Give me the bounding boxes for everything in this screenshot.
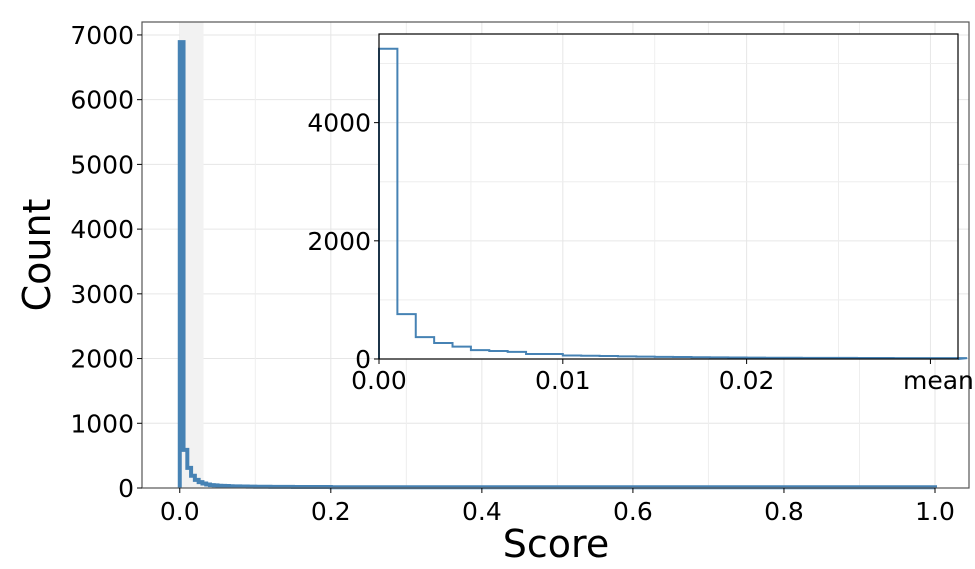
inset-background <box>379 34 958 359</box>
y-tick-label: 4000 <box>70 215 134 244</box>
y-tick-label: 0 <box>118 474 134 503</box>
y-axis-label: Count <box>15 199 59 312</box>
inset-axes: 0.00 0.01 0.02 mean 0 2000 4000 <box>307 33 974 395</box>
x-tick-label: 1.0 <box>915 497 955 526</box>
axes-frame <box>141 21 970 489</box>
y-tick-label: 2000 <box>70 345 134 374</box>
main-axes: 0.0 0.2 0.4 0.6 0.8 1.0 0 1000 2000 3000 4000 5000 6… <box>70 21 970 526</box>
y-tick-label: 1000 <box>70 409 134 438</box>
x-tick-label: 0.0 <box>160 497 200 526</box>
y-tick-label: 6000 <box>70 86 134 115</box>
highlight-band <box>179 22 204 488</box>
y-tick-label: 0 <box>355 345 371 374</box>
x-tick-label: 0.01 <box>535 366 591 395</box>
x-tick-label: 0.02 <box>719 366 775 395</box>
y-tick-label: 7000 <box>70 21 134 50</box>
histogram-step-line <box>378 47 968 360</box>
axes-frame <box>378 33 959 360</box>
x-tick-label: 0.4 <box>462 497 502 526</box>
x-tick-label: 0.8 <box>764 497 804 526</box>
y-tick-label: 2000 <box>307 227 371 256</box>
inset-plot: 0.00 0.01 0.02 mean 0 2000 4000 <box>307 33 974 395</box>
x-tick-label: 0.00 <box>351 366 407 395</box>
inset-histogram <box>378 47 968 360</box>
main-histogram <box>177 40 938 490</box>
inset-gridlines <box>378 34 958 360</box>
y-tick-label: 4000 <box>307 109 371 138</box>
y-tick-label: 3000 <box>70 280 134 309</box>
x-axis-label: Score <box>503 522 609 565</box>
x-tick-label: 0.2 <box>311 497 351 526</box>
histogram-step-line <box>177 40 938 490</box>
main-shaded-region <box>179 22 204 488</box>
x-tick-label: mean <box>903 366 974 395</box>
y-tick-label: 5000 <box>70 150 134 179</box>
x-tick-label: 0.6 <box>613 497 653 526</box>
